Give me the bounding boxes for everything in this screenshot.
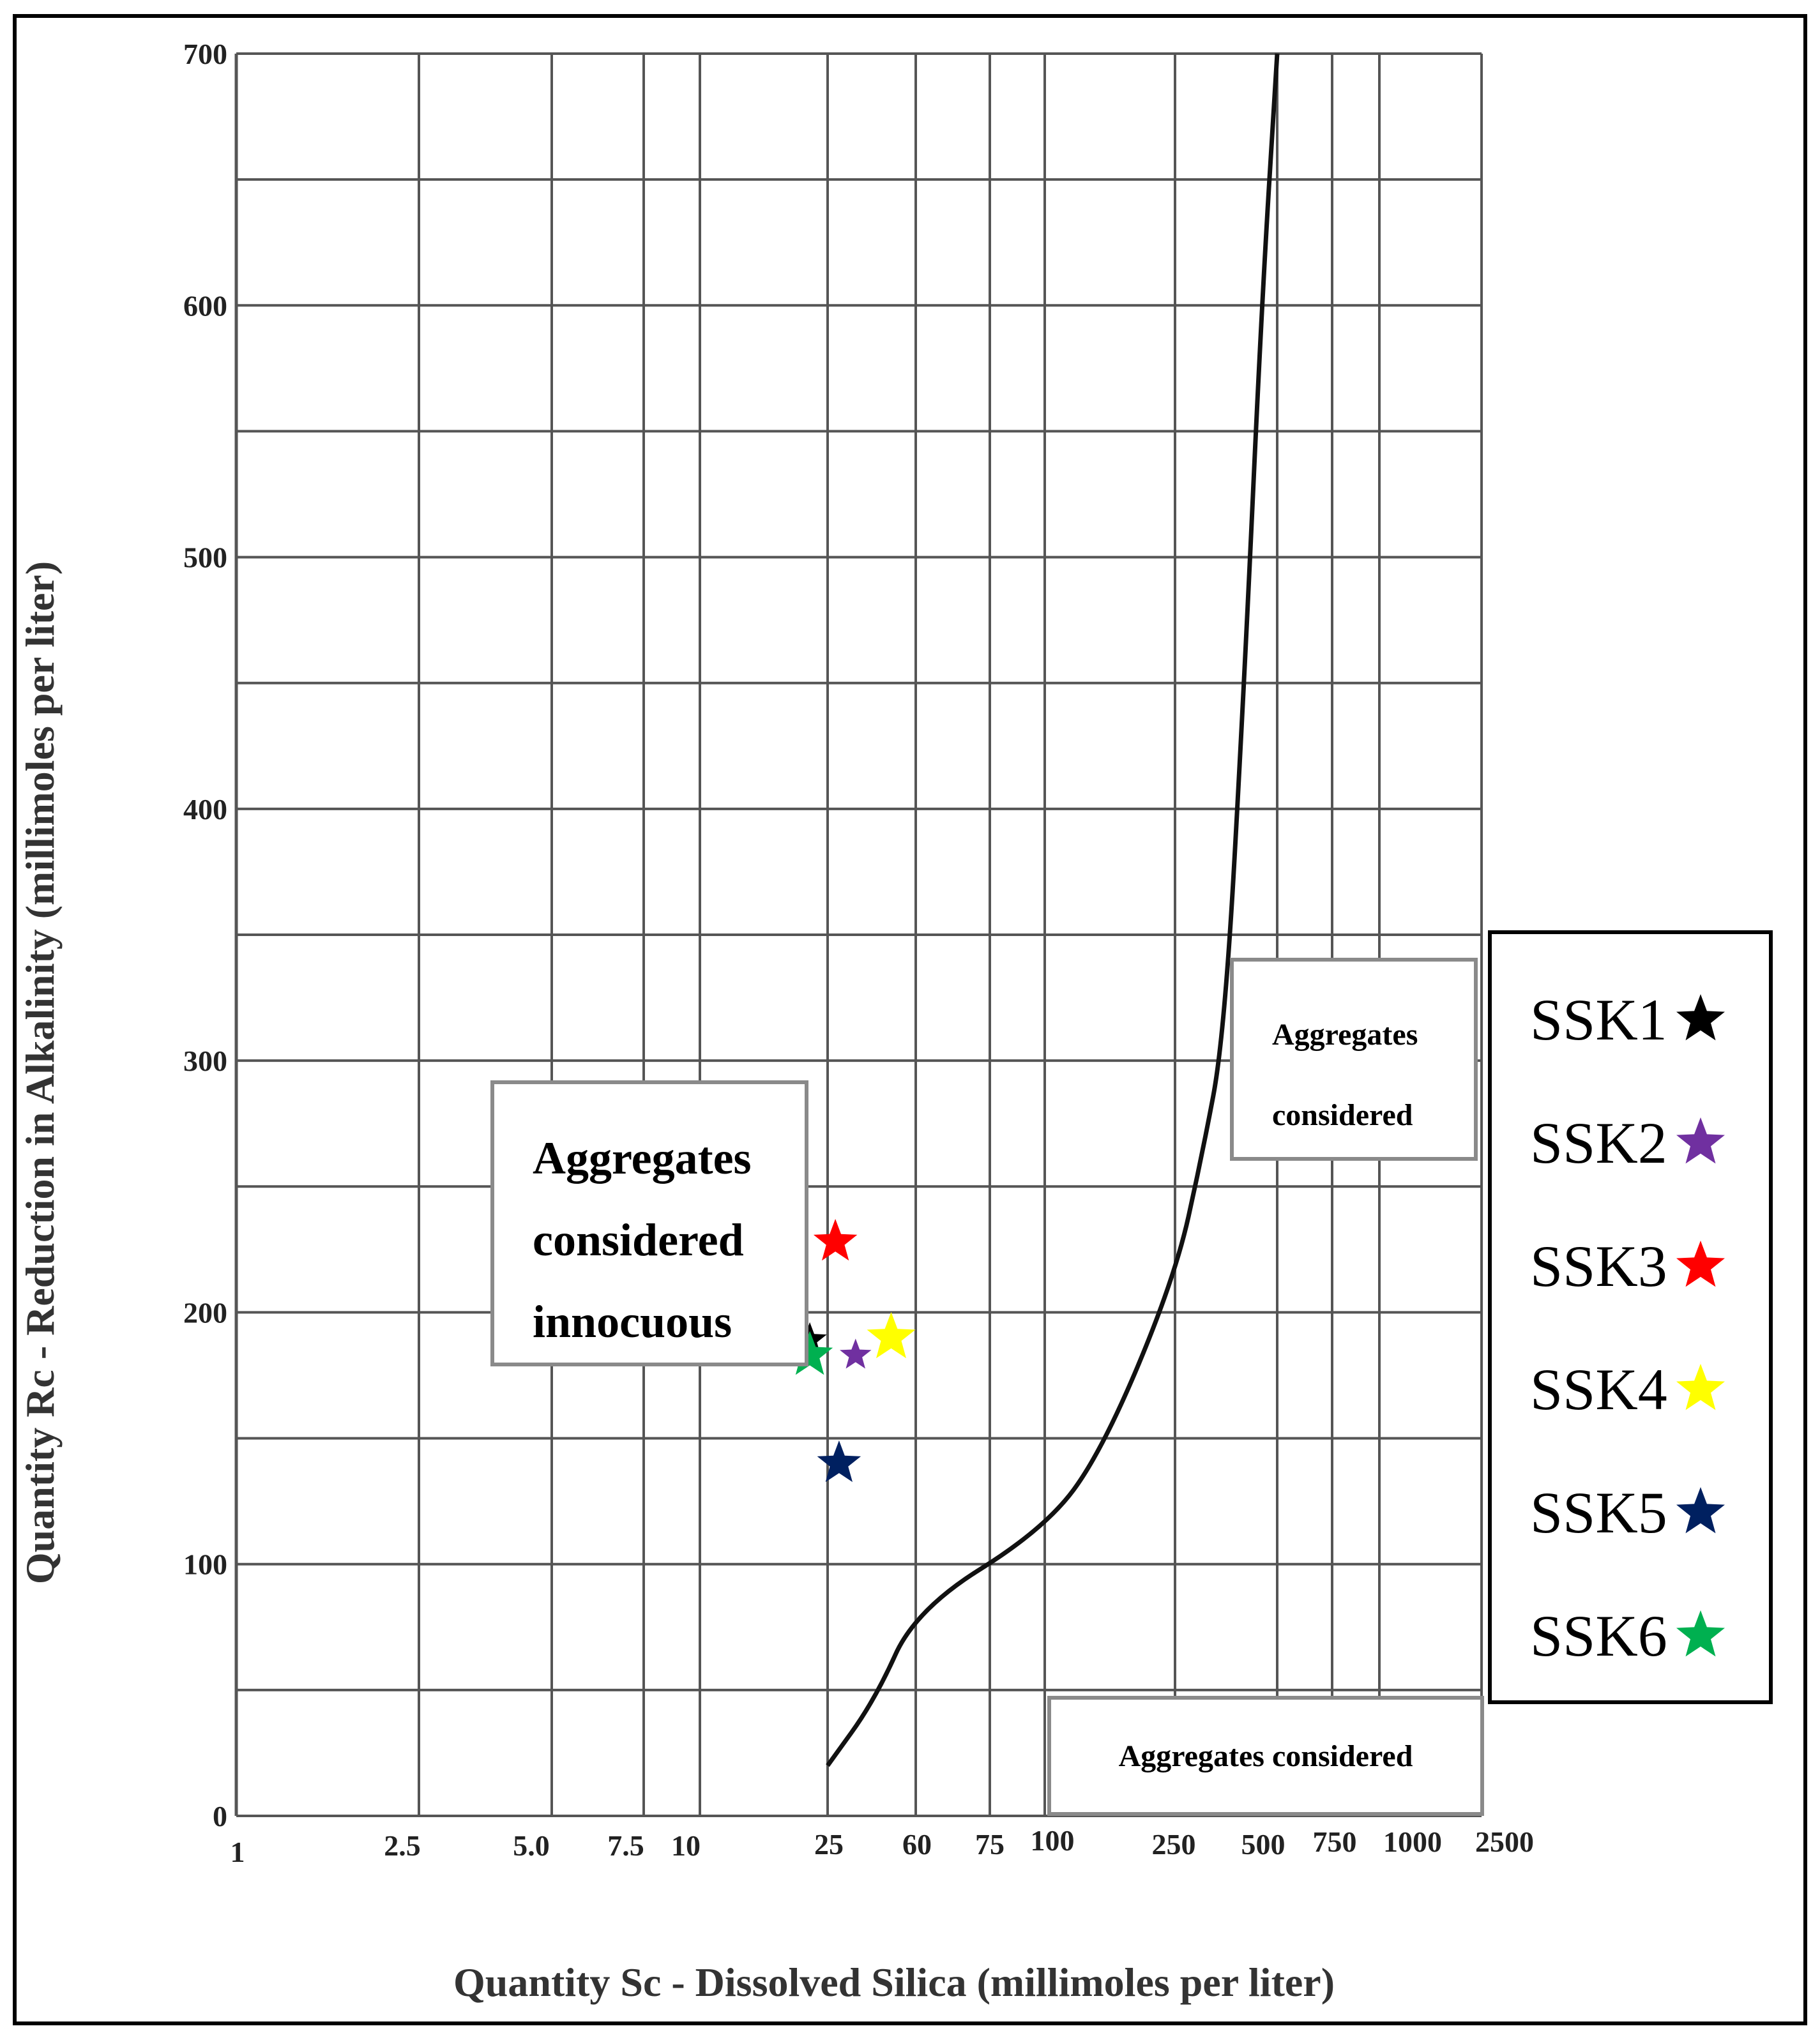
y-tick-label: 100	[183, 1548, 227, 1581]
legend-star-icon	[1676, 1364, 1725, 1410]
x-tick-label: 100	[1031, 1824, 1075, 1857]
data-point-ssk6	[787, 1331, 833, 1375]
y-tick-label: 300	[183, 1045, 227, 1077]
legend-label: SSK2	[1530, 1110, 1667, 1175]
data-point-ssk4	[867, 1311, 916, 1359]
legend-label: SSK6	[1530, 1603, 1667, 1668]
y-tick-label: 0	[213, 1800, 227, 1832]
region-innocuous-line-2: considered	[533, 1214, 744, 1266]
legend-star-icon	[1676, 1117, 1725, 1164]
legend-star-icon	[1676, 1241, 1725, 1287]
x-tick-label: 7.5	[607, 1829, 644, 1862]
legend-star-ssk6	[1676, 1610, 1725, 1657]
region-label-potentially-deleterious: Aggregates considered	[1047, 1696, 1484, 1816]
region-label-innocuous: Aggregates considered innocuous	[490, 1080, 808, 1366]
region-deleterious-line-1: Aggregates	[1272, 1018, 1418, 1052]
figure-frame	[13, 14, 1807, 2025]
legend-item-ssk4: SSK4	[1492, 1360, 1769, 1483]
y-tick-label: 500	[183, 541, 227, 574]
legend-label: SSK3	[1530, 1234, 1667, 1299]
legend-star-icon	[1676, 1610, 1725, 1657]
legend-item-ssk5: SSK5	[1492, 1483, 1769, 1606]
data-point-ssk3	[813, 1219, 858, 1261]
legend-star-icon	[1676, 1487, 1725, 1534]
data-point-ssk2	[840, 1338, 872, 1369]
x-tick-label: 5.0	[513, 1829, 550, 1862]
legend-label: SSK4	[1530, 1357, 1667, 1422]
data-points	[787, 1219, 916, 1483]
region-innocuous-line-1: Aggregates	[533, 1133, 752, 1184]
x-axis-label: Quantity Sc - Dissolved Silica (millimol…	[453, 1960, 1335, 2005]
y-tick-label: 400	[183, 793, 227, 826]
region-potential-line-1: Aggregates considered	[1118, 1739, 1413, 1773]
data-point-ssk5	[817, 1440, 861, 1483]
legend-star-ssk4	[1676, 1364, 1725, 1410]
boundary-curve	[826, 53, 1280, 1767]
y-tick-label: 700	[183, 38, 227, 70]
x-tick-label: 2.5	[384, 1829, 421, 1862]
legend-star-icon	[1676, 994, 1725, 1041]
grid-lines	[234, 52, 1483, 1817]
x-tick-label: 75	[975, 1828, 1005, 1861]
legend-item-ssk2: SSK2	[1492, 1114, 1769, 1237]
x-tick-label: 60	[902, 1828, 932, 1861]
legend-item-ssk6: SSK6	[1492, 1606, 1769, 1730]
x-tick-label: 1000	[1383, 1825, 1442, 1858]
legend-star-ssk1	[1676, 994, 1725, 1041]
x-tick-label: 25	[814, 1828, 844, 1861]
legend-item-ssk1: SSK1	[1492, 990, 1769, 1114]
region-innocuous-line-3: innocuous	[533, 1296, 732, 1347]
x-tick-label: 500	[1241, 1828, 1285, 1861]
y-tick-label: 600	[183, 289, 227, 322]
legend-item-ssk3: SSK3	[1492, 1237, 1769, 1360]
legend: SSK1 SSK2 SSK3 SSK4 SSK5 SSK6	[1488, 930, 1773, 1704]
legend-star-ssk2	[1676, 1117, 1725, 1164]
y-axis-label: Quantity Rc - Reduction in Alkalinity (m…	[17, 561, 63, 1584]
x-tick-label: 1	[231, 1836, 245, 1868]
x-tick-label: 10	[671, 1829, 701, 1862]
legend-label: SSK5	[1530, 1480, 1667, 1545]
tick-labels: 1 2.5 5.0 7.5 10 25 60 75 100 250 500 750 1000 2500 0 1…	[183, 38, 1534, 1868]
y-tick-label: 200	[183, 1296, 227, 1329]
x-tick-label: 2500	[1475, 1825, 1534, 1858]
legend-star-ssk5	[1676, 1487, 1725, 1534]
region-deleterious-line-2: considered	[1272, 1098, 1413, 1132]
x-tick-label: 250	[1152, 1828, 1196, 1861]
region-label-deleterious: Aggregates considered	[1230, 958, 1478, 1161]
boundary-curve-layer	[826, 53, 1280, 1767]
x-tick-label: 750	[1313, 1825, 1357, 1858]
legend-star-ssk3	[1676, 1241, 1725, 1287]
legend-label: SSK1	[1530, 987, 1667, 1052]
